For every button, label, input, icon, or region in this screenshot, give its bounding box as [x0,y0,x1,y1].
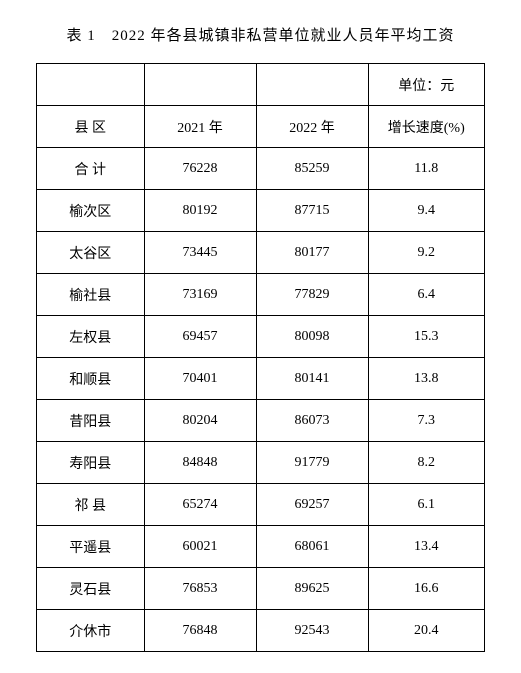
table-row: 榆次区80192877159.4 [37,190,485,232]
cell-2021: 84848 [144,442,256,484]
empty-cell [144,64,256,106]
cell-2022: 77829 [256,274,368,316]
table-row: 昔阳县80204860737.3 [37,400,485,442]
cell-2021: 76853 [144,568,256,610]
unit-row: 单位：元 [37,64,485,106]
table-title: 表 1 2022 年各县城镇非私营单位就业人员年平均工资 [36,24,485,45]
cell-growth: 20.4 [368,610,484,652]
header-2022: 2022 年 [256,106,368,148]
cell-2022: 85259 [256,148,368,190]
cell-2021: 80204 [144,400,256,442]
cell-2021: 73169 [144,274,256,316]
cell-growth: 9.2 [368,232,484,274]
header-2021: 2021 年 [144,106,256,148]
cell-growth: 13.8 [368,358,484,400]
table-row: 祁 县65274692576.1 [37,484,485,526]
table-row: 太谷区73445801779.2 [37,232,485,274]
unit-label: 单位：元 [368,64,484,106]
empty-cell [256,64,368,106]
cell-2022: 80141 [256,358,368,400]
cell-growth: 6.4 [368,274,484,316]
cell-region: 左权县 [37,316,145,358]
table-row: 榆社县73169778296.4 [37,274,485,316]
cell-2022: 91779 [256,442,368,484]
cell-2021: 70401 [144,358,256,400]
cell-growth: 11.8 [368,148,484,190]
cell-2022: 92543 [256,610,368,652]
table-row: 平遥县600216806113.4 [37,526,485,568]
cell-region: 祁 县 [37,484,145,526]
cell-2021: 76228 [144,148,256,190]
cell-2021: 76848 [144,610,256,652]
cell-2022: 89625 [256,568,368,610]
cell-2021: 69457 [144,316,256,358]
table-row: 合 计762288525911.8 [37,148,485,190]
header-row: 县 区 2021 年 2022 年 增长速度(%) [37,106,485,148]
cell-2022: 80098 [256,316,368,358]
cell-2021: 80192 [144,190,256,232]
cell-2022: 86073 [256,400,368,442]
cell-growth: 6.1 [368,484,484,526]
cell-2021: 65274 [144,484,256,526]
cell-growth: 15.3 [368,316,484,358]
cell-2022: 87715 [256,190,368,232]
cell-region: 平遥县 [37,526,145,568]
cell-growth: 8.2 [368,442,484,484]
cell-2021: 73445 [144,232,256,274]
cell-growth: 16.6 [368,568,484,610]
empty-cell [37,64,145,106]
cell-region: 太谷区 [37,232,145,274]
cell-growth: 7.3 [368,400,484,442]
cell-region: 榆次区 [37,190,145,232]
cell-region: 合 计 [37,148,145,190]
table-row: 寿阳县84848917798.2 [37,442,485,484]
cell-2022: 68061 [256,526,368,568]
header-region: 县 区 [37,106,145,148]
wage-table: 单位：元 县 区 2021 年 2022 年 增长速度(%) 合 计762288… [36,63,485,652]
header-growth: 增长速度(%) [368,106,484,148]
cell-region: 介休市 [37,610,145,652]
cell-region: 榆社县 [37,274,145,316]
cell-2021: 60021 [144,526,256,568]
table-row: 灵石县768538962516.6 [37,568,485,610]
cell-2022: 69257 [256,484,368,526]
cell-growth: 9.4 [368,190,484,232]
table-row: 左权县694578009815.3 [37,316,485,358]
cell-2022: 80177 [256,232,368,274]
table-row: 介休市768489254320.4 [37,610,485,652]
cell-region: 灵石县 [37,568,145,610]
table-row: 和顺县704018014113.8 [37,358,485,400]
cell-region: 昔阳县 [37,400,145,442]
cell-region: 和顺县 [37,358,145,400]
cell-region: 寿阳县 [37,442,145,484]
cell-growth: 13.4 [368,526,484,568]
